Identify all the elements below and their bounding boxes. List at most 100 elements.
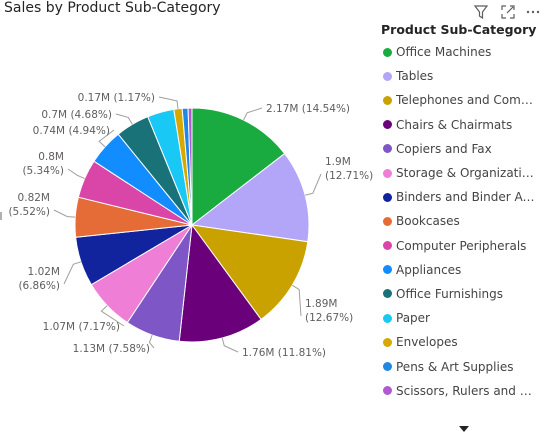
legend-item[interactable]: Chairs & Chairmats — [381, 113, 547, 137]
legend-label: Copiers and Fax — [396, 141, 492, 156]
leader-line — [115, 113, 133, 125]
legend-marker — [383, 168, 392, 178]
data-label: 1.02M (6.86%) — [18, 266, 60, 292]
legend-label: Office Machines — [396, 45, 492, 60]
data-label-value: 0.82M — [18, 192, 50, 204]
legend-label: Paper — [396, 311, 430, 326]
legend-item[interactable]: Pens & Art Supplies — [381, 354, 547, 378]
leader-line — [158, 96, 179, 109]
legend-item[interactable]: Copiers and Fax — [381, 137, 547, 161]
data-label: 0.8M (5.34%) — [22, 151, 64, 177]
legend-marker — [383, 362, 392, 372]
legend-label: Telephones and Comm... — [396, 93, 536, 108]
leader-line — [292, 284, 302, 317]
data-label-value: 1.02M — [28, 266, 60, 278]
data-label: 1.07M (7.17%) — [43, 321, 120, 333]
leader-line — [221, 337, 239, 353]
chart-title: Sales by Product Sub-Category — [4, 0, 221, 16]
pie-chart: 2.17M (14.54%)1.9M (12.71%)1.89M (12.67%)1… — [8, 92, 373, 359]
legend-label: Envelopes — [396, 335, 458, 350]
leader-line — [98, 129, 115, 148]
data-label-percent: (12.71%) — [325, 170, 373, 182]
legend-label: Storage & Organization — [396, 166, 536, 181]
legend-label: Pens & Art Supplies — [396, 359, 514, 374]
data-label: 0.7M (4.68%) — [41, 109, 112, 121]
data-label-percent: (4.68%) — [67, 109, 112, 121]
data-label-percent: (14.54%) — [298, 103, 350, 115]
leader-line — [63, 261, 82, 285]
data-label-percent: (5.34%) — [22, 165, 64, 177]
legend-item[interactable]: Appliances — [381, 258, 547, 282]
more-options-icon[interactable] — [524, 3, 542, 21]
legend-item[interactable]: Office Furnishings — [381, 282, 547, 306]
legend-marker — [383, 120, 392, 130]
legend-marker — [383, 386, 392, 396]
data-label-percent: (4.94%) — [65, 125, 110, 137]
legend-item[interactable]: Computer Peripherals — [381, 234, 547, 258]
data-label-value: 0.8M — [38, 151, 64, 163]
leader-line — [148, 334, 155, 349]
legend-marker — [383, 265, 392, 275]
resize-handle[interactable] — [0, 212, 2, 220]
legend-label: Office Furnishings — [396, 286, 504, 301]
legend-marker — [383, 71, 392, 81]
data-label-value: 0.17M — [78, 92, 110, 104]
legend-marker — [383, 192, 392, 202]
data-label-percent: (7.17%) — [75, 321, 120, 333]
data-label-value: 1.89M — [305, 298, 337, 310]
data-label-value: 0.74M — [33, 125, 65, 137]
legend-label: Bookcases — [396, 214, 460, 229]
data-label-percent: (7.58%) — [105, 343, 150, 355]
legend-marker — [383, 289, 392, 299]
legend-item[interactable]: Bookcases — [381, 209, 547, 233]
legend-label: Binders and Binder Acc... — [396, 190, 536, 205]
legend-label: Tables — [396, 69, 434, 84]
legend-item[interactable]: Office Machines — [381, 40, 547, 64]
pie-slice[interactable] — [178, 223, 262, 343]
leader-line — [243, 107, 263, 121]
visual-header-toolbar — [472, 3, 546, 21]
data-label: 0.74M (4.94%) — [33, 125, 110, 137]
focus-mode-icon[interactable] — [499, 3, 517, 21]
legend-marker — [383, 241, 392, 251]
data-label: 2.17M (14.54%) — [266, 103, 350, 115]
legend-item[interactable]: Scissors, Rulers and Tri... — [381, 379, 547, 403]
legend-marker — [383, 216, 392, 226]
data-label-percent: (11.81%) — [274, 347, 326, 359]
legend-scroll-down-icon[interactable] — [458, 418, 470, 432]
pie-slice[interactable] — [187, 107, 193, 226]
legend-marker — [383, 47, 392, 57]
legend-item[interactable]: Telephones and Comm... — [381, 88, 547, 112]
legend-item[interactable]: Paper — [381, 306, 547, 330]
legend: Product Sub-Category Office Machines Tabl… — [381, 20, 547, 403]
data-label-percent: (6.86%) — [18, 280, 60, 292]
legend-item[interactable]: Binders and Binder Acc... — [381, 185, 547, 209]
data-label: 0.82M (5.52%) — [8, 192, 50, 218]
data-label: 1.76M (11.81%) — [242, 347, 326, 359]
data-label-percent: (5.52%) — [8, 206, 50, 218]
legend-item[interactable]: Storage & Organization — [381, 161, 547, 185]
legend-label: Appliances — [396, 262, 462, 277]
legend-item[interactable]: Envelopes — [381, 330, 547, 354]
legend-item[interactable]: Tables — [381, 64, 547, 88]
filter-icon[interactable] — [472, 3, 490, 21]
legend-label: Chairs & Chairmats — [396, 117, 513, 132]
legend-label: Computer Peripherals — [396, 238, 527, 253]
data-label: 1.89M (12.67%) — [305, 298, 353, 324]
legend-marker — [383, 144, 392, 154]
legend-marker — [383, 95, 392, 105]
pie-slice[interactable] — [190, 224, 309, 321]
data-label-value: 1.13M — [73, 343, 105, 355]
data-label-percent: (12.67%) — [305, 312, 353, 324]
data-label: 0.17M (1.17%) — [78, 92, 155, 104]
data-label-value: 2.17M — [266, 103, 298, 115]
leader-line — [100, 305, 125, 327]
pie-slice[interactable] — [190, 152, 310, 243]
leader-line — [53, 209, 76, 218]
data-label-value: 1.07M — [43, 321, 75, 333]
data-label-value: 0.7M — [41, 109, 67, 121]
data-label: 1.9M (12.71%) — [325, 156, 373, 182]
leader-line — [67, 168, 85, 179]
leader-line — [305, 173, 322, 196]
legend-marker — [383, 313, 392, 323]
